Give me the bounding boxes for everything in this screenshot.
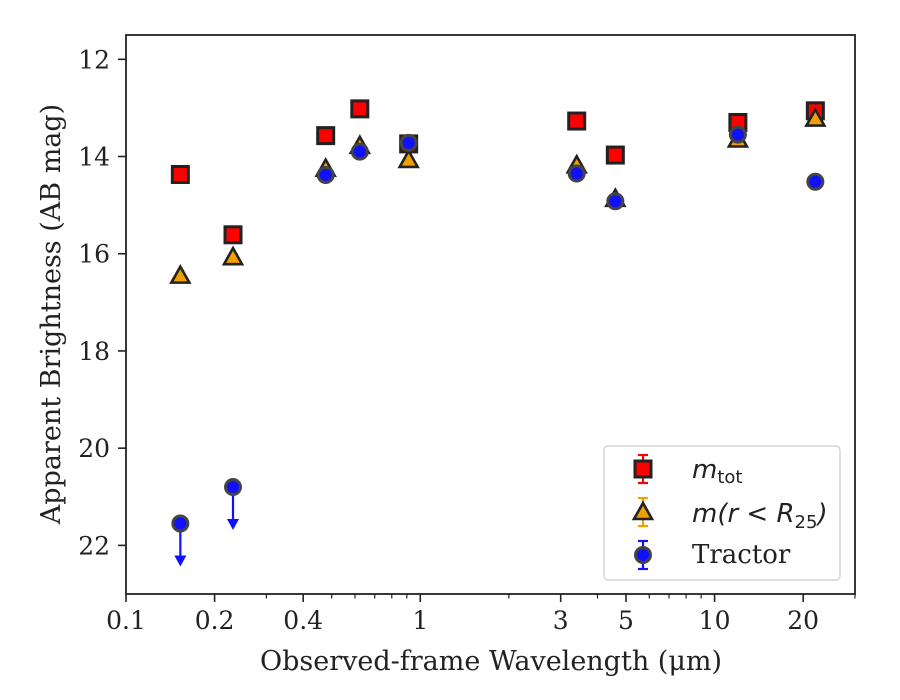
plot-marks	[169, 99, 827, 567]
data-point	[804, 106, 827, 127]
data-point	[224, 478, 243, 497]
legend: mtot m(r < R25) Tractor	[603, 445, 841, 581]
data-point	[567, 111, 587, 131]
legend-label-tractor: Tractor	[692, 540, 791, 570]
series-square	[170, 99, 825, 245]
data-point	[350, 99, 370, 119]
y-tick-label: 22	[78, 531, 110, 560]
legend-marker-triangle	[631, 500, 655, 521]
legend-label-m-r25-pre: m(r < R	[692, 499, 795, 529]
legend-label-m-r25: m(r < R25)	[692, 499, 828, 533]
data-point	[606, 192, 625, 211]
upper-limit-arrow-head	[174, 555, 187, 567]
upper-limit-arrow-head	[227, 519, 240, 531]
series-triangle	[169, 106, 827, 284]
legend-marker-square	[633, 459, 653, 479]
legend-label-m-tot-sub: tot	[717, 467, 742, 488]
data-point	[397, 148, 420, 169]
legend-label-m-tot-main: m	[692, 455, 717, 485]
data-point	[170, 165, 190, 185]
data-point	[316, 165, 335, 184]
legend-label-m-tot: mtot	[692, 455, 742, 488]
x-tick-label: 3	[553, 606, 569, 635]
series-circle	[171, 125, 825, 567]
x-tick-label: 20	[787, 606, 819, 635]
x-tick-label: 0.2	[195, 606, 235, 635]
y-axis-label: Apparent Brightness (AB mag)	[36, 104, 67, 525]
data-point	[399, 133, 418, 152]
data-point	[567, 164, 586, 183]
plot-frame	[125, 34, 856, 595]
data-point	[605, 145, 625, 165]
legend-label-m-r25-post: )	[815, 499, 827, 529]
axes: 0.1 0.2 0.4 1 3 5 10 20 12 14 16 18 20 22	[78, 34, 856, 635]
y-tick-label: 18	[78, 337, 110, 366]
data-point	[221, 245, 245, 266]
data-point	[316, 126, 336, 146]
data-point	[171, 514, 190, 533]
x-tick-label: 1	[412, 606, 428, 635]
y-tick-label: 20	[78, 434, 110, 463]
y-tick-label: 12	[78, 45, 110, 74]
x-axis-label: Observed-frame Wavelength (μm)	[260, 646, 722, 677]
data-point	[728, 125, 747, 144]
data-point	[350, 142, 369, 161]
x-tick-label: 0.1	[106, 606, 146, 635]
x-tick-label: 0.4	[283, 606, 323, 635]
data-point	[806, 172, 825, 191]
legend-label-m-r25-sub: 25	[795, 512, 818, 533]
legend-markers	[631, 453, 655, 571]
data-point	[223, 225, 243, 245]
x-tick-label: 10	[699, 606, 731, 635]
x-tick-label: 5	[618, 606, 634, 635]
legend-marker-circle	[634, 546, 652, 564]
y-tick-label: 14	[78, 143, 110, 172]
legend-frame	[603, 445, 841, 581]
y-tick-label: 16	[78, 240, 110, 269]
data-point	[169, 263, 192, 284]
